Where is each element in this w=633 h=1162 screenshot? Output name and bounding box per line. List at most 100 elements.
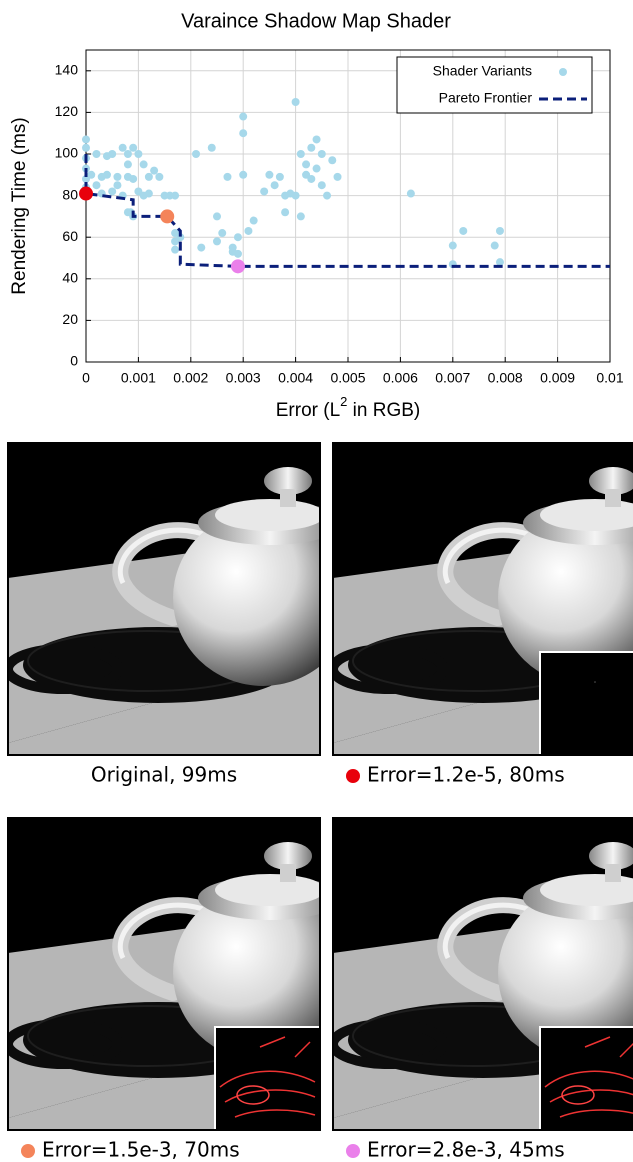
data-point (213, 212, 221, 220)
data-point (307, 175, 315, 183)
data-point (129, 144, 137, 152)
data-point (459, 227, 467, 235)
data-point (281, 208, 289, 216)
data-point (129, 175, 137, 183)
data-point (234, 233, 242, 241)
x-tick-label: 0.002 (173, 370, 208, 386)
data-point (108, 187, 116, 195)
data-point (491, 242, 499, 250)
error-inset (540, 1027, 633, 1130)
highlight-point (231, 259, 245, 273)
data-point (155, 173, 163, 181)
x-tick-label: 0.009 (540, 370, 575, 386)
x-tick-label: 0.001 (121, 370, 156, 386)
x-tick-label: 0.007 (435, 370, 470, 386)
data-point (140, 160, 148, 168)
highlight-point (79, 187, 93, 201)
data-point (239, 171, 247, 179)
data-point (229, 244, 237, 252)
data-point (103, 171, 111, 179)
data-point (297, 150, 305, 158)
x-tick-label: 0.01 (596, 370, 623, 386)
figure: Varaince Shadow Map Shader Rendering Tim… (0, 0, 633, 1162)
data-point (108, 150, 116, 158)
y-tick-label: 0 (70, 353, 78, 369)
data-point (145, 190, 153, 198)
panel-caption: Error=1.2e-5, 80ms (367, 763, 565, 787)
render-panel (333, 818, 633, 1130)
data-point (208, 144, 216, 152)
y-tick-label: 140 (55, 62, 79, 78)
data-point (145, 173, 153, 181)
x-label-part: in RGB) (347, 400, 420, 421)
legend: Shader Variants Pareto Frontier (397, 57, 592, 113)
data-point (124, 160, 132, 168)
highlight-point (160, 209, 174, 223)
x-tick-label: 0.006 (383, 370, 418, 386)
data-point (92, 150, 100, 158)
data-point (292, 98, 300, 106)
data-point (171, 192, 179, 200)
teapot-render (8, 443, 353, 755)
data-point (302, 160, 310, 168)
render-panel (333, 443, 633, 755)
data-point (307, 144, 315, 152)
data-point (449, 242, 457, 250)
data-point (318, 181, 326, 189)
data-point (197, 244, 205, 252)
legend-swatch (559, 68, 567, 76)
error-inset (215, 1027, 320, 1130)
data-point (244, 227, 252, 235)
data-point (265, 171, 273, 179)
x-label-part: Error (L (276, 400, 340, 421)
data-point (271, 181, 279, 189)
legend-label: Shader Variants (433, 63, 532, 79)
x-tick-label: 0.004 (278, 370, 313, 386)
data-point (119, 144, 127, 152)
x-tick-label: 0.008 (488, 370, 523, 386)
x-tick-label: 0.003 (226, 370, 261, 386)
data-point (234, 250, 242, 258)
inset-frame (540, 652, 633, 755)
caption-dot (346, 1144, 360, 1158)
panel-caption: Error=1.5e-3, 70ms (42, 1138, 240, 1162)
inset-frame (540, 1027, 633, 1130)
data-point (192, 150, 200, 158)
data-point (239, 113, 247, 121)
legend-label: Pareto Frontier (439, 90, 533, 106)
data-point (124, 150, 132, 158)
panel-caption: Original, 99ms (91, 763, 237, 787)
data-point (150, 167, 158, 175)
data-point (223, 173, 231, 181)
data-point (87, 171, 95, 179)
data-point (276, 173, 284, 181)
y-tick-label: 100 (55, 145, 79, 161)
inset-frame (215, 1027, 320, 1130)
inset-speck (594, 681, 596, 683)
data-point (82, 135, 90, 143)
render-panel (8, 818, 353, 1130)
y-tick-label: 60 (62, 228, 78, 244)
data-point (334, 173, 342, 181)
data-point (496, 227, 504, 235)
data-point (113, 181, 121, 189)
chart-title: Varaince Shadow Map Shader (181, 10, 451, 32)
image-panels: Original, 99ms Error=1.2e-5, 80ms Error=1.… (8, 443, 633, 1162)
data-point (92, 181, 100, 189)
data-point (218, 229, 226, 237)
data-point (292, 192, 300, 200)
data-point (313, 165, 321, 173)
data-point (323, 192, 331, 200)
y-tick-label: 20 (62, 311, 78, 327)
render-panel (8, 443, 353, 755)
data-point (318, 150, 326, 158)
caption-dot (346, 769, 360, 783)
x-label-superscript: 2 (340, 394, 347, 409)
caption-dot (21, 1144, 35, 1158)
data-point (213, 237, 221, 245)
y-tick-label: 120 (55, 103, 79, 119)
data-point (297, 212, 305, 220)
error-inset (540, 652, 633, 755)
data-point (407, 190, 415, 198)
